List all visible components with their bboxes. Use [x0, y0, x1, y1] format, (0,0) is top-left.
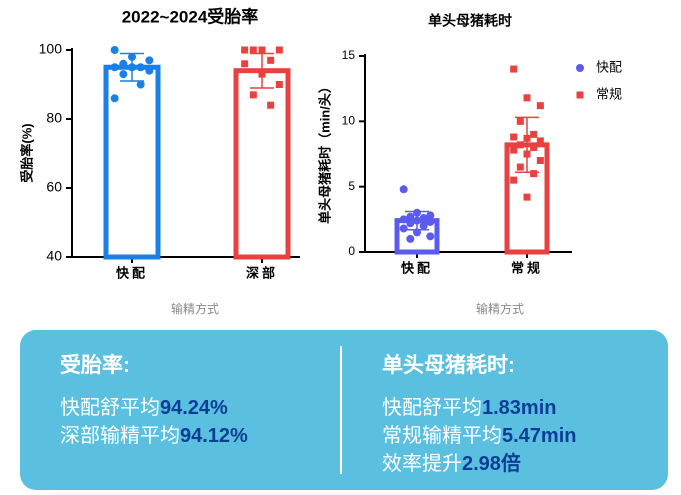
data-point [406, 219, 415, 228]
chart-title: 单头母猪耗时 [428, 13, 512, 29]
y-tick-label: 60 [46, 179, 62, 195]
data-point [406, 234, 415, 243]
data-point [536, 157, 544, 165]
summary-title: 单头母猪耗时: [382, 354, 515, 377]
data-point [530, 170, 538, 178]
summary-text: 深部输精平均 [60, 425, 180, 447]
data-point [249, 46, 257, 54]
summary-value: 5.47min [502, 425, 577, 447]
data-point [119, 70, 128, 79]
x-tick-label: 常规 [511, 260, 543, 275]
summary-text: 快配舒平均 [60, 397, 160, 419]
summary-line: 快配舒平均94.24% [60, 394, 248, 422]
data-point [426, 211, 435, 220]
y-tick-label: 0 [348, 244, 355, 258]
data-point [258, 70, 266, 78]
data-point [510, 133, 518, 141]
data-point [128, 52, 136, 61]
data-point [413, 228, 421, 237]
x-tick-label: 快配 [116, 265, 148, 280]
y-tick-label: 80 [46, 110, 62, 126]
summary-line: 深部输精平均94.12% [60, 422, 248, 450]
data-point [145, 56, 154, 65]
chart-title: 2022~2024受胎率 [122, 6, 259, 26]
summary-text: 常规输精平均 [382, 425, 502, 447]
data-point [523, 193, 531, 201]
legend-label: 快配 [596, 59, 622, 74]
data-point [419, 221, 428, 230]
summary-line: 常规输精平均5.47min [382, 422, 576, 450]
data-point [536, 102, 544, 110]
data-point [510, 176, 518, 184]
data-point [241, 46, 249, 54]
summary-right: 单头母猪耗时: 快配舒平均1.83min 常规输精平均5.47min 效率提升2.98… [382, 352, 576, 478]
data-point [413, 216, 421, 225]
data-point [275, 46, 283, 54]
x-axis-label: 输精方式 [476, 301, 524, 316]
data-point [516, 141, 524, 149]
x-axis-label: 输精方式 [171, 301, 219, 316]
summary-value: 94.12% [180, 425, 248, 447]
legend-label: 常规 [596, 86, 622, 101]
data-point [399, 224, 408, 233]
data-point [399, 185, 408, 194]
data-point [523, 94, 531, 102]
x-tick-label: 快配 [401, 260, 433, 275]
y-tick-label: 10 [342, 114, 356, 128]
data-point [145, 66, 154, 75]
y-tick-label: 15 [342, 48, 356, 62]
data-point [413, 208, 421, 217]
summary-line: 快配舒平均1.83min [382, 394, 576, 422]
divider [340, 346, 342, 474]
data-point [249, 91, 257, 99]
y-tick-label: 40 [46, 248, 62, 264]
summary-left: 受胎率: 快配舒平均94.24% 深部输精平均94.12% [60, 352, 248, 450]
summary-text: 效率提升 [382, 453, 462, 475]
data-point [110, 63, 119, 72]
y-tick-label: 5 [348, 179, 355, 193]
data-point [128, 63, 136, 72]
data-point [136, 63, 145, 72]
data-point [241, 60, 249, 68]
bar [233, 68, 291, 260]
summary-value: 1.83min [482, 397, 557, 419]
data-point [267, 101, 275, 109]
data-point [426, 217, 435, 226]
y-tick-label: 100 [39, 41, 63, 57]
data-point [523, 150, 531, 158]
data-point [258, 46, 266, 54]
y-axis-label: 单头母猪耗时（min/头） [317, 80, 332, 224]
x-tick-label: 深部 [246, 265, 278, 280]
data-point [406, 212, 415, 221]
data-point [510, 65, 518, 73]
data-point [530, 130, 538, 138]
data-point [510, 146, 518, 154]
data-point [399, 215, 408, 224]
data-point [119, 59, 128, 68]
data-point [110, 94, 119, 103]
data-point [267, 56, 275, 64]
data-point [536, 137, 544, 145]
y-axis-label: 受胎率(%) [19, 123, 34, 182]
data-point [110, 46, 119, 54]
legend-marker [576, 64, 584, 72]
data-point [523, 134, 531, 142]
data-point [136, 80, 145, 89]
summary-text: 快配舒平均 [382, 397, 482, 419]
data-point [530, 143, 538, 151]
summary-box: 受胎率: 快配舒平均94.24% 深部输精平均94.12% 单头母猪耗时: 快配舒平均… [20, 330, 668, 490]
summary-line: 效率提升2.98倍 [382, 450, 576, 478]
legend-marker [576, 91, 584, 99]
summary-title: 受胎率: [60, 354, 130, 377]
summary-value: 94.24% [160, 397, 228, 419]
data-point [419, 214, 428, 223]
data-point [516, 163, 524, 171]
data-point [516, 117, 524, 125]
summary-value: 2.98倍 [462, 453, 521, 475]
data-point [275, 81, 283, 88]
data-point [426, 232, 435, 241]
